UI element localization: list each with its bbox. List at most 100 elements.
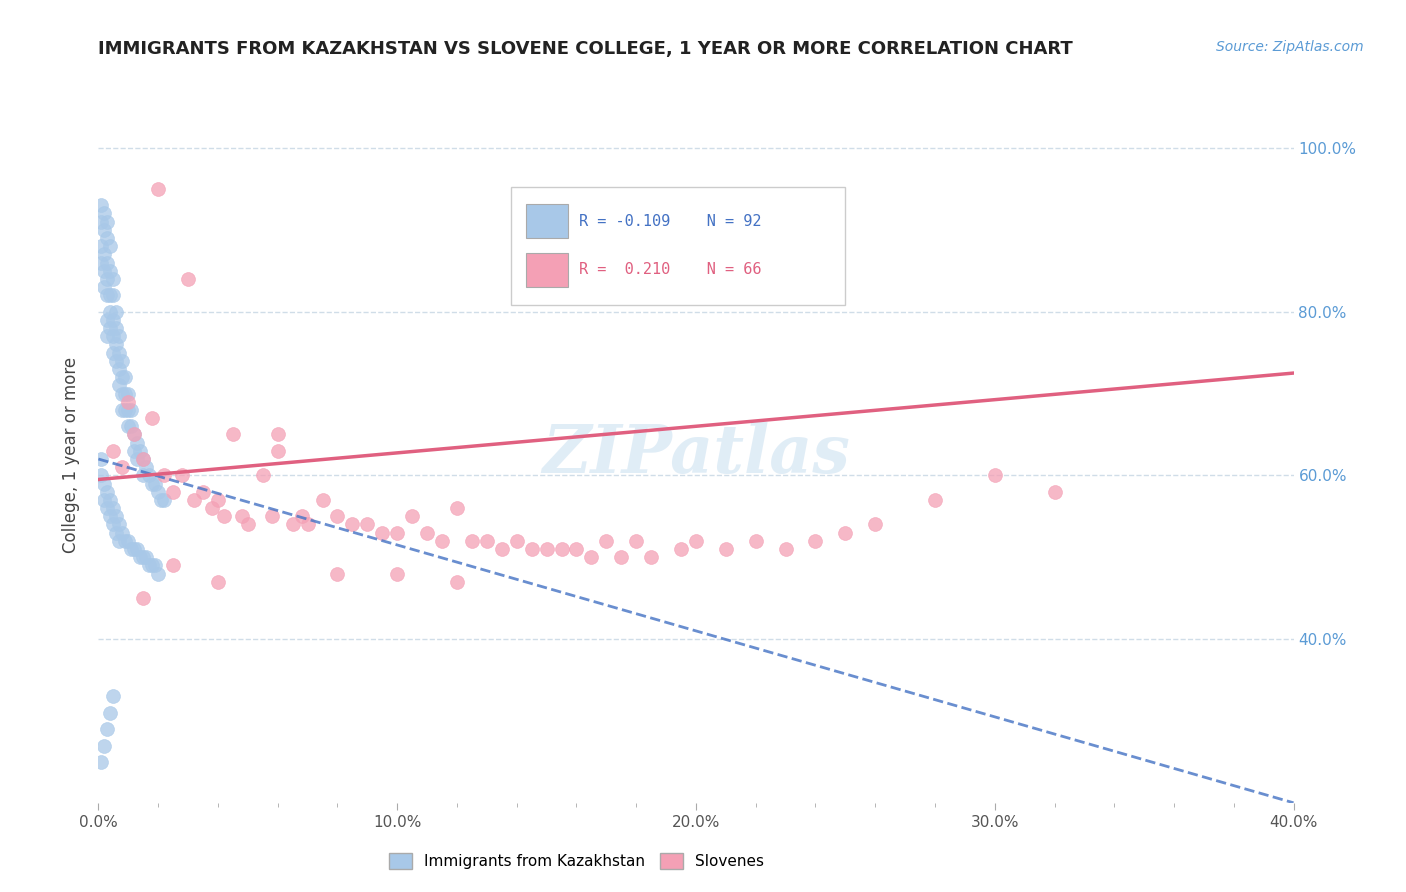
Point — [114, 386, 136, 401]
Point — [236, 517, 259, 532]
Bar — [526, 204, 568, 238]
Point — [111, 403, 134, 417]
Point — [103, 272, 125, 286]
Point — [385, 566, 409, 581]
Point — [111, 370, 134, 384]
Point — [108, 345, 131, 359]
Point — [100, 321, 122, 335]
Point — [93, 206, 115, 220]
Point — [105, 321, 128, 335]
Text: R =  0.210    N = 66: R = 0.210 N = 66 — [579, 262, 762, 277]
Point — [114, 533, 136, 548]
Point — [141, 411, 163, 425]
Point — [90, 198, 112, 212]
Point — [114, 403, 136, 417]
Point — [127, 542, 149, 557]
Point — [93, 247, 115, 261]
Point — [90, 452, 112, 467]
Point — [105, 525, 128, 540]
Point — [281, 517, 304, 532]
Point — [201, 501, 224, 516]
Point — [356, 517, 378, 532]
Point — [446, 574, 468, 589]
Point — [117, 394, 139, 409]
Point — [100, 706, 122, 720]
Point — [207, 492, 229, 507]
Point — [93, 476, 115, 491]
Point — [804, 533, 827, 548]
Text: R = -0.109    N = 92: R = -0.109 N = 92 — [579, 214, 762, 228]
Text: ZIPatlas: ZIPatlas — [543, 423, 849, 487]
Point — [111, 525, 134, 540]
Point — [100, 239, 122, 253]
Point — [148, 182, 170, 196]
Point — [117, 533, 139, 548]
Point — [93, 280, 115, 294]
Text: Source: ZipAtlas.com: Source: ZipAtlas.com — [1216, 40, 1364, 54]
Point — [114, 370, 136, 384]
Point — [129, 550, 152, 565]
Point — [135, 550, 157, 565]
Point — [132, 452, 155, 467]
Point — [124, 427, 146, 442]
Point — [153, 492, 176, 507]
Point — [93, 223, 115, 237]
Point — [865, 517, 887, 532]
Point — [108, 362, 131, 376]
Point — [141, 558, 163, 573]
Point — [120, 419, 142, 434]
Point — [96, 722, 118, 736]
Point — [100, 509, 122, 524]
Point — [669, 542, 692, 557]
Point — [138, 558, 160, 573]
Point — [103, 517, 125, 532]
Point — [371, 525, 394, 540]
Point — [138, 468, 160, 483]
Point — [111, 460, 134, 475]
Point — [446, 501, 468, 516]
Point — [105, 509, 128, 524]
Point — [714, 542, 737, 557]
Point — [252, 468, 274, 483]
Point — [297, 517, 319, 532]
Point — [260, 509, 283, 524]
Point — [385, 525, 409, 540]
Point — [132, 591, 155, 606]
Point — [401, 509, 423, 524]
Point — [143, 476, 166, 491]
Point — [117, 403, 139, 417]
Point — [103, 501, 125, 516]
Point — [177, 272, 200, 286]
Point — [291, 509, 314, 524]
Point — [103, 288, 125, 302]
Point — [96, 214, 118, 228]
Point — [96, 313, 118, 327]
Point — [96, 484, 118, 499]
Point — [127, 435, 149, 450]
Point — [610, 550, 633, 565]
Point — [231, 509, 253, 524]
Point — [100, 492, 122, 507]
Point — [117, 386, 139, 401]
Point — [132, 468, 155, 483]
Point — [111, 386, 134, 401]
Point — [90, 239, 112, 253]
Point — [775, 542, 797, 557]
Point — [108, 533, 131, 548]
Point — [416, 525, 439, 540]
Point — [103, 345, 125, 359]
Point — [172, 468, 194, 483]
Point — [105, 337, 128, 351]
Point — [150, 492, 173, 507]
Point — [506, 533, 529, 548]
Point — [103, 690, 125, 704]
Legend: Immigrants from Kazakhstan, Slovenes: Immigrants from Kazakhstan, Slovenes — [382, 847, 770, 875]
Point — [162, 484, 184, 499]
Point — [191, 484, 214, 499]
Point — [124, 443, 146, 458]
Point — [90, 214, 112, 228]
Point — [326, 509, 349, 524]
Point — [132, 550, 155, 565]
Point — [132, 452, 155, 467]
Point — [430, 533, 453, 548]
